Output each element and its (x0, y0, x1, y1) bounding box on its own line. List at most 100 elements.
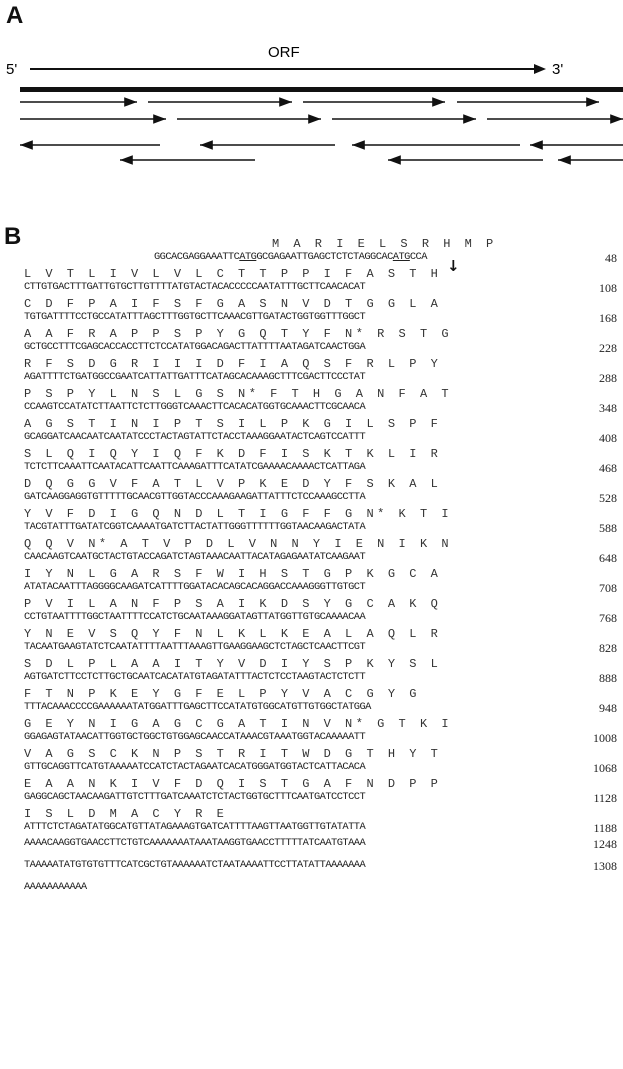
nt-segment: CCA (409, 251, 428, 263)
nucleotide-line: GCTGCCTTTCGAGCACCACCTTCTCCATATGGACAGACTT… (24, 341, 366, 353)
nucleotide-line: AGATTTTCTGATGGCCGAATCATTATTGATTTCATAGCAC… (24, 371, 366, 383)
amino-acid-line: E A A N K I V F D Q I S T G A F N D P P (24, 777, 442, 791)
nucleotide-line: GGCACGAGGAAATTCATGGCGAGAATTGAGCTCTCTAGGC… (154, 251, 427, 263)
sequencing-reads (19, 97, 623, 165)
position-number: 1068 (593, 761, 617, 775)
position-number: 828 (599, 641, 617, 655)
position-number: 408 (599, 431, 617, 445)
position-number: 288 (599, 371, 617, 385)
start-codon: ATG (392, 251, 411, 263)
nucleotide-line: GGAGAGTATAACATTGGTGCTGGCTGTGGAGCAACCATAA… (24, 731, 366, 743)
nucleotide-line: AGTGATCTTCCTCTTGCTGCAATCACATATGTAGATATTT… (24, 671, 366, 683)
orf-arrowhead (534, 64, 546, 74)
nt-segment: GGCACGAGGAAATTC (154, 251, 240, 263)
position-number: 168 (599, 311, 617, 325)
position-number: 948 (599, 701, 617, 715)
sequence-block: AAAACAAGGTGAACCTTCTGTCAAAAAAATAAATAAGGTG… (14, 837, 619, 859)
amino-acid-line: V A G S C K N P S T R I T W D G T H Y T (24, 747, 442, 761)
amino-acid-line: R F S D G R I I I D F I A Q S F R L P Y (24, 357, 442, 371)
amino-acid-line: Y N E V S Q Y F N L K L K E A L A Q L R (24, 627, 442, 641)
position-number: 1188 (593, 821, 617, 835)
amino-acid-line: G E Y N I G A G C G A T I N V N* G T K I (24, 717, 453, 731)
start-codon: ATG (239, 251, 257, 263)
nucleotide-line: TTTACAAACCCCGAAAAAATATGGATTTGAGCTTCCATAT… (24, 701, 371, 713)
amino-acid-line: Y V F D I G Q N D L T I G F F G N* K T I (24, 507, 453, 521)
nucleotide-line: TACGTATTTGATATCGGTCAAAATGATCTTACTATTGGGT… (24, 521, 366, 533)
three-prime-label: 3' (552, 61, 563, 78)
amino-acid-line: Q Q V N* A T V P D L V N N Y I E N I K N (24, 537, 453, 551)
five-prime-label: 5' (6, 61, 17, 78)
position-number: 1008 (593, 731, 617, 745)
nucleotide-line: TAAAAATATGTGTGTTTCATCGCTGTAAAAAATCTAATAA… (24, 859, 366, 871)
orf-label: ORF (268, 44, 300, 61)
position-number: 528 (599, 491, 617, 505)
orf-diagram: 5' ORF 3' (6, 44, 623, 165)
amino-acid-line: A A F R A P P S P Y G Q T Y F N* R S T G (24, 327, 453, 341)
nucleotide-line: AAAAAAAAAAA (24, 881, 87, 893)
position-number: 468 (599, 461, 617, 475)
sequence-block: I S L D M A C Y R E ATTTCTCTAGATATGGCATGT… (14, 807, 619, 837)
position-number: 1248 (593, 837, 617, 851)
position-number: 588 (599, 521, 617, 535)
nucleotide-line: CCTGTAATTTTGGCTAATTTTCCATCTGCAATAAAGGATA… (24, 611, 366, 623)
sequence-block: A A F R A P P S P Y G Q T Y F N* R S T G… (14, 327, 619, 357)
nucleotide-line: CTTGTGACTTTGATTGTGCTTGTTTTATGTACTACACCCC… (24, 281, 366, 293)
sequence-block: AAAAAAAAAAA (14, 881, 619, 903)
position-number: 768 (599, 611, 617, 625)
nucleotide-line: ATTTCTCTAGATATGGCATGTTATAGAAAGTGATCATTTT… (24, 821, 366, 833)
sequence-block: G E Y N I G A G C G A T I N V N* G T K I… (14, 717, 619, 747)
sequence-block: Q Q V N* A T V P D L V N N Y I E N I K N… (14, 537, 619, 567)
panel-b-label: B (4, 223, 22, 250)
amino-acid-line: L V T L I V L V L C T T P P I F A S T H (24, 267, 442, 281)
sequence-block: Y V F D I G Q N D L T I G F F G N* K T I… (14, 507, 619, 537)
position-number: 1128 (593, 791, 617, 805)
cdna-bar (20, 87, 623, 92)
nucleotide-line: GATCAAGGAGGTGTTTTTGCAACGTTGGTACCCAAAGAAG… (24, 491, 366, 503)
amino-acid-line: I Y N L G A R S F W I H S T G P K G C A (24, 567, 442, 581)
nucleotide-line: TGTGATTTTCCTGCCATATTTAGCTTTGGTGCTTCAAACG… (24, 311, 366, 323)
position-number: 888 (599, 671, 617, 685)
nucleotide-line: GTTGCAGGTTCATGTAAAAATCCATCTACTAGAATCACAT… (24, 761, 366, 773)
nucleotide-line: GAGGCAGCTAACAAGATTGTCTTTGATCAAATCTCTACTG… (24, 791, 366, 803)
nucleotide-line: CCAAGTCCATATCTTAATTCTCTTGGGTCAAACTTCACAC… (24, 401, 366, 413)
sequence-block: F T N P K E Y G F E L P Y V A C G Y G TTT… (14, 687, 619, 717)
position-number: 48 (605, 251, 617, 265)
sequence-listing: M A R I E L S R H M P GGCACGAGGAAATTCATG… (14, 237, 619, 903)
nucleotide-line: ATATACAATTTAGGGGCAAGATCATTTTGGATACACAGCA… (24, 581, 366, 593)
amino-acid-line: I S L D M A C Y R E (24, 807, 228, 821)
position-number: 708 (599, 581, 617, 595)
panel-a-label: A (6, 2, 24, 29)
amino-acid-line: M A R I E L S R H M P (272, 237, 497, 251)
amino-acid-line: A G S T I N I P T S I L P K G I L S P F (24, 417, 442, 431)
position-number: 648 (599, 551, 617, 565)
nucleotide-line: TCTCTTCAAATTCAATACATTCAATTCAAAGATTTCATAT… (24, 461, 366, 473)
amino-acid-line: D Q G G V F A T L V P K E D Y F S K A L (24, 477, 442, 491)
sequence-block: P S P Y L N S L G S N* F T H G A N F A T… (14, 387, 619, 417)
position-number: 108 (599, 281, 617, 295)
amino-acid-line: C D F P A I F S F G A S N V D T G G L A (24, 297, 442, 311)
sequence-block: TAAAAATATGTGTGTTTCATCGCTGTAAAAAATCTAATAA… (14, 859, 619, 881)
amino-acid-line: S L Q I Q Y I Q F K D F I S K T K L I R (24, 447, 442, 461)
amino-acid-line: P V I L A N F P S A I K D S Y G C A K Q (24, 597, 442, 611)
cleavage-arrow-icon: ↓ (447, 257, 460, 275)
position-number: 348 (599, 401, 617, 415)
amino-acid-line: F T N P K E Y G F E L P Y V A C G Y G (24, 687, 420, 701)
nucleotide-line: TACAATGAAGTATCTCAATATTTTAATTTAAAGTTGAAGG… (24, 641, 366, 653)
sequence-block-start: M A R I E L S R H M P GGCACGAGGAAATTCATG… (14, 237, 619, 267)
nt-segment: GCGAGAATTGAGCTCTCTAGGCAC (256, 251, 393, 263)
nucleotide-line: AAAACAAGGTGAACCTTCTGTCAAAAAAATAAATAAGGTG… (24, 837, 366, 849)
amino-acid-line: P S P Y L N S L G S N* F T H G A N F A T (24, 387, 453, 401)
nucleotide-line: GCAGGATCAACAATCAATATCCCTACTAGTATTCTACCTA… (24, 431, 366, 443)
